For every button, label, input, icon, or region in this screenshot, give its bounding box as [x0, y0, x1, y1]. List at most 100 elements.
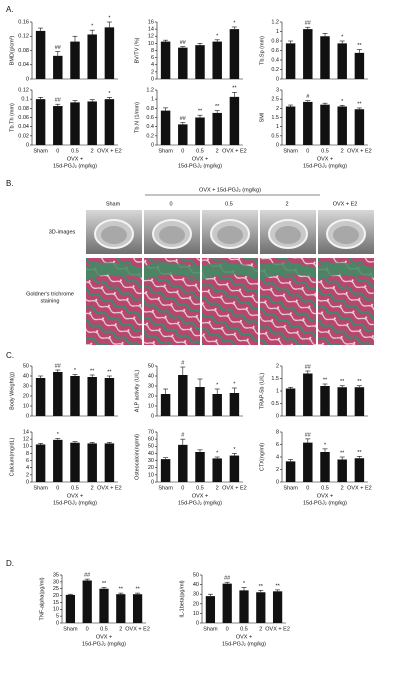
- y-tick-label: 2: [276, 467, 279, 473]
- x-tick-label: 2: [91, 485, 94, 491]
- bar: [337, 459, 347, 482]
- column-label: 0: [169, 201, 172, 207]
- x-group-label: OVX +: [236, 634, 252, 640]
- y-tick-label: 4: [151, 62, 154, 68]
- bar-chart: 00.20.40.60.811.2Tb.Sp (mm)##***: [259, 19, 368, 82]
- bar: [229, 29, 240, 79]
- y-tick-label: 2: [276, 363, 279, 369]
- bar: [256, 592, 266, 623]
- y-axis-label: Calcium(mg/dL): [9, 437, 15, 476]
- column-label: Sham: [106, 201, 121, 207]
- y-tick-label: 0.6: [146, 115, 154, 121]
- panel-label: D.: [6, 559, 14, 568]
- y-tick-label: 0: [151, 142, 154, 148]
- error-bar: [106, 375, 112, 378]
- significance-mark: *: [341, 99, 344, 105]
- x-tick-label: 0: [181, 148, 184, 154]
- x-tick-label: 0.5: [196, 485, 204, 491]
- x-tick-label: 0: [56, 148, 59, 154]
- bar: [35, 99, 46, 145]
- bar: [104, 443, 115, 482]
- y-tick-label: 0.08: [18, 106, 29, 112]
- x-tick-label: OVX + E2: [347, 148, 372, 154]
- y-tick-label: 1.2: [146, 87, 154, 93]
- x-group-label: OVX +: [317, 156, 333, 162]
- x-tick-label: 0.5: [240, 626, 248, 632]
- y-tick-label: 0.04: [18, 62, 29, 68]
- significance-mark: ##: [55, 363, 62, 369]
- trichrome-band: [144, 262, 200, 280]
- y-tick-label: 10: [148, 403, 154, 409]
- error-bar: [163, 107, 169, 111]
- y-tick-label: 0: [276, 76, 279, 82]
- x-group-label: 15d-PGJ₂ (mg/kg): [82, 641, 126, 647]
- error-bar: [180, 366, 186, 375]
- y-tick-label: 20: [193, 601, 199, 607]
- error-bar: [89, 374, 95, 377]
- x-group-label: 15d-PGJ₂ (mg/kg): [303, 163, 347, 169]
- y-tick-label: 0.2: [146, 133, 154, 139]
- y-axis-label: IL-1beta(pg/ml): [179, 580, 185, 617]
- image-panel: OVX + 15d-PGJ₂ (mg/kg) Sham 0 0.5 2 OVX …: [26, 187, 374, 345]
- bar: [35, 30, 46, 79]
- error-bar: [322, 448, 328, 452]
- error-bar: [224, 581, 230, 584]
- y-tick-label: 30: [148, 458, 154, 464]
- significance-mark: ##: [180, 116, 187, 122]
- error-bar: [356, 49, 362, 53]
- bar: [354, 109, 365, 145]
- bar: [70, 41, 80, 79]
- bone-marrow: [275, 226, 301, 244]
- error-bar: [38, 443, 44, 445]
- bar: [104, 99, 115, 145]
- y-tick-label: 40: [23, 373, 29, 379]
- bar-chart: 0 0.5 1 1.5 2 2.5 3 SMI Sham #0 0.5 * 2 ** OVX + E2 OVX…: [259, 87, 371, 169]
- y-tick-label: 40: [148, 373, 154, 379]
- bar: [132, 594, 143, 623]
- y-tick-label: 50: [23, 363, 29, 369]
- bar: [239, 590, 249, 623]
- x-tick-label: OVX + E2: [347, 485, 372, 491]
- x-group-label: 15d-PGJ₂ (mg/kg): [303, 500, 347, 506]
- significance-mark: **: [259, 584, 264, 590]
- y-tick-label: 0: [26, 142, 29, 148]
- y-tick-label: 0: [276, 479, 279, 485]
- significance-mark: *: [243, 581, 246, 587]
- y-tick-label: 6: [276, 442, 279, 448]
- y-axis-label: Osteocalcin(ng/ml): [134, 434, 140, 480]
- significance-mark: **: [357, 43, 362, 49]
- y-tick-label: 0.12: [18, 34, 29, 40]
- y-tick-label: 1: [276, 388, 279, 394]
- error-bar: [180, 46, 186, 48]
- bar: [320, 36, 330, 79]
- y-tick-label: 8: [26, 451, 29, 457]
- bar: [160, 459, 171, 482]
- y-tick-label: 30: [193, 592, 199, 598]
- bar: [116, 594, 126, 623]
- error-bar: [197, 378, 203, 387]
- x-tick-label: OVX + E2: [222, 485, 247, 491]
- x-tick-label: 0: [226, 626, 229, 632]
- significance-mark: *: [91, 24, 94, 30]
- error-bar: [72, 35, 78, 42]
- bar: [35, 444, 46, 482]
- x-tick-label: OVX + E2: [97, 485, 122, 491]
- y-axis-label: Tb.Th (mm): [9, 103, 15, 132]
- bar: [229, 455, 240, 482]
- significance-mark: *: [108, 15, 111, 21]
- x-tick-label: Sham: [283, 148, 298, 154]
- y-axis-label: Body Weight(g): [9, 372, 15, 410]
- y-tick-label: 1.5: [271, 115, 279, 121]
- error-bar: [55, 438, 61, 440]
- y-tick-label: 16: [148, 19, 154, 25]
- y-tick-label: 0.04: [18, 124, 29, 130]
- y-tick-label: 10: [148, 41, 154, 47]
- bar-chart: 0 0.04 0.08 0.12 0.16 BMD(g/cm³) ## * *: [9, 15, 118, 82]
- bar: [354, 52, 365, 79]
- y-tick-label: 1: [276, 29, 279, 35]
- y-tick-label: 2.5: [271, 97, 279, 103]
- error-bar: [322, 383, 328, 386]
- bar: [303, 29, 313, 79]
